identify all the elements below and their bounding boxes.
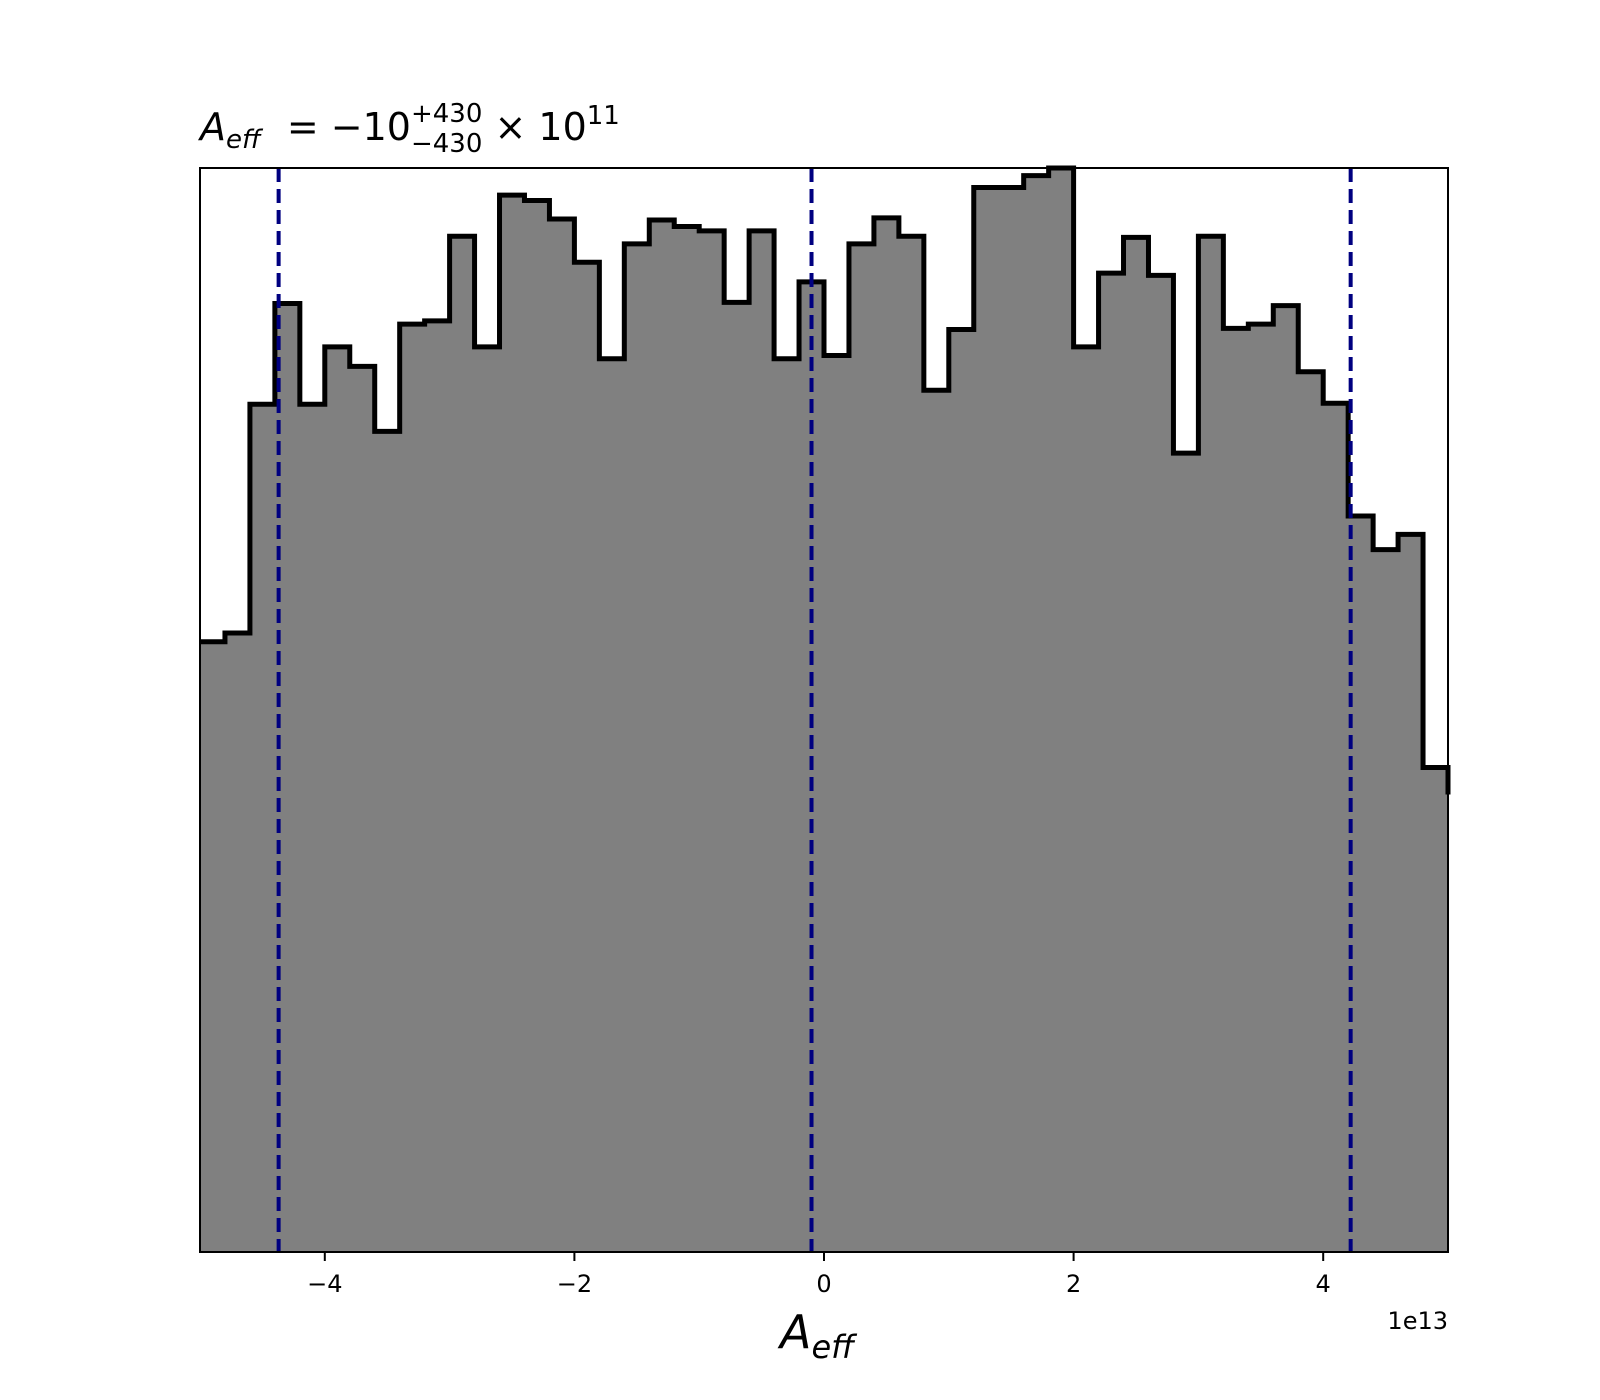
histogram-bar	[450, 236, 475, 1252]
x-axis-ticks: −4 −2 0 2 4	[307, 1252, 1331, 1298]
histogram-bar	[999, 188, 1024, 1252]
title-exponent: 11	[587, 101, 620, 131]
histogram-bar	[1049, 168, 1074, 1252]
histogram-bar	[1124, 237, 1149, 1252]
xlabel-symbol: A	[777, 1305, 811, 1359]
histogram-bar	[1173, 453, 1198, 1252]
histogram-fill	[200, 168, 1448, 1252]
histogram-bar	[649, 220, 674, 1252]
histogram-bar	[225, 633, 250, 1252]
histogram-bar	[300, 404, 325, 1252]
histogram-bar	[1323, 403, 1348, 1252]
histogram-bar	[674, 227, 699, 1252]
histogram-bar	[425, 321, 450, 1252]
xlabel-subscript: eff	[811, 1328, 858, 1366]
x-axis-label: Aeff	[777, 1305, 858, 1366]
histogram-bar	[924, 390, 949, 1252]
histogram-bar	[1074, 347, 1099, 1252]
histogram-bar	[1148, 275, 1173, 1252]
histogram-bar	[899, 236, 924, 1252]
histogram-bar	[500, 195, 525, 1252]
x-tick-label: 4	[1316, 1270, 1331, 1298]
histogram-bar	[350, 366, 375, 1252]
histogram-outline	[200, 165, 1451, 795]
title-multiplier: × 10	[482, 105, 586, 149]
histogram-bar	[375, 431, 400, 1252]
x-tick-label: −4	[307, 1270, 342, 1298]
histogram-bar	[1298, 372, 1323, 1252]
histogram-bar	[724, 302, 749, 1252]
chart-title: Aeff = −10+430 −430 × 1011	[197, 99, 620, 159]
histogram-bar	[200, 642, 225, 1252]
histogram-bars	[200, 168, 1448, 1252]
histogram-bar	[250, 404, 275, 1252]
histogram-bar	[974, 188, 999, 1252]
histogram-bar	[524, 201, 549, 1252]
histogram-bar	[549, 219, 574, 1252]
histogram-bar	[624, 244, 649, 1252]
histogram-bar	[1273, 306, 1298, 1252]
x-axis-offset-label: 1e13	[1387, 1307, 1448, 1335]
histogram-bar	[849, 244, 874, 1252]
x-tick-label: 0	[816, 1270, 831, 1298]
histogram-bar	[1423, 767, 1448, 1252]
histogram-bar	[325, 347, 350, 1252]
quantile-lines	[276, 168, 1353, 1252]
histogram-bar	[1198, 236, 1223, 1252]
title-uncertainty-plus: +430	[411, 99, 482, 129]
histogram-bar	[574, 262, 599, 1252]
histogram-bar	[1223, 328, 1248, 1252]
histogram-bar	[874, 218, 899, 1252]
histogram-bar	[1248, 324, 1273, 1252]
histogram-bar	[400, 324, 425, 1252]
histogram-bar	[749, 231, 774, 1252]
x-tick-label: 2	[1066, 1270, 1081, 1298]
histogram-bar	[1099, 273, 1124, 1252]
title-value: = −10	[275, 105, 411, 149]
histogram-bar	[699, 231, 724, 1252]
title-symbol-subscript: eff	[226, 125, 264, 155]
plot-area: −4 −2 0 2 4	[199, 165, 1451, 1298]
title-symbol: A	[197, 105, 226, 149]
histogram-bar	[1373, 550, 1398, 1252]
histogram-bar	[774, 359, 799, 1252]
x-tick-label: −2	[557, 1270, 592, 1298]
histogram-bar	[475, 347, 500, 1252]
histogram-bar	[824, 356, 849, 1252]
histogram-bar	[949, 330, 974, 1252]
histogram-bar	[599, 359, 624, 1252]
title-uncertainty-minus: −430	[411, 129, 482, 159]
histogram-bar	[1024, 176, 1049, 1252]
histogram-bar	[1398, 534, 1423, 1252]
